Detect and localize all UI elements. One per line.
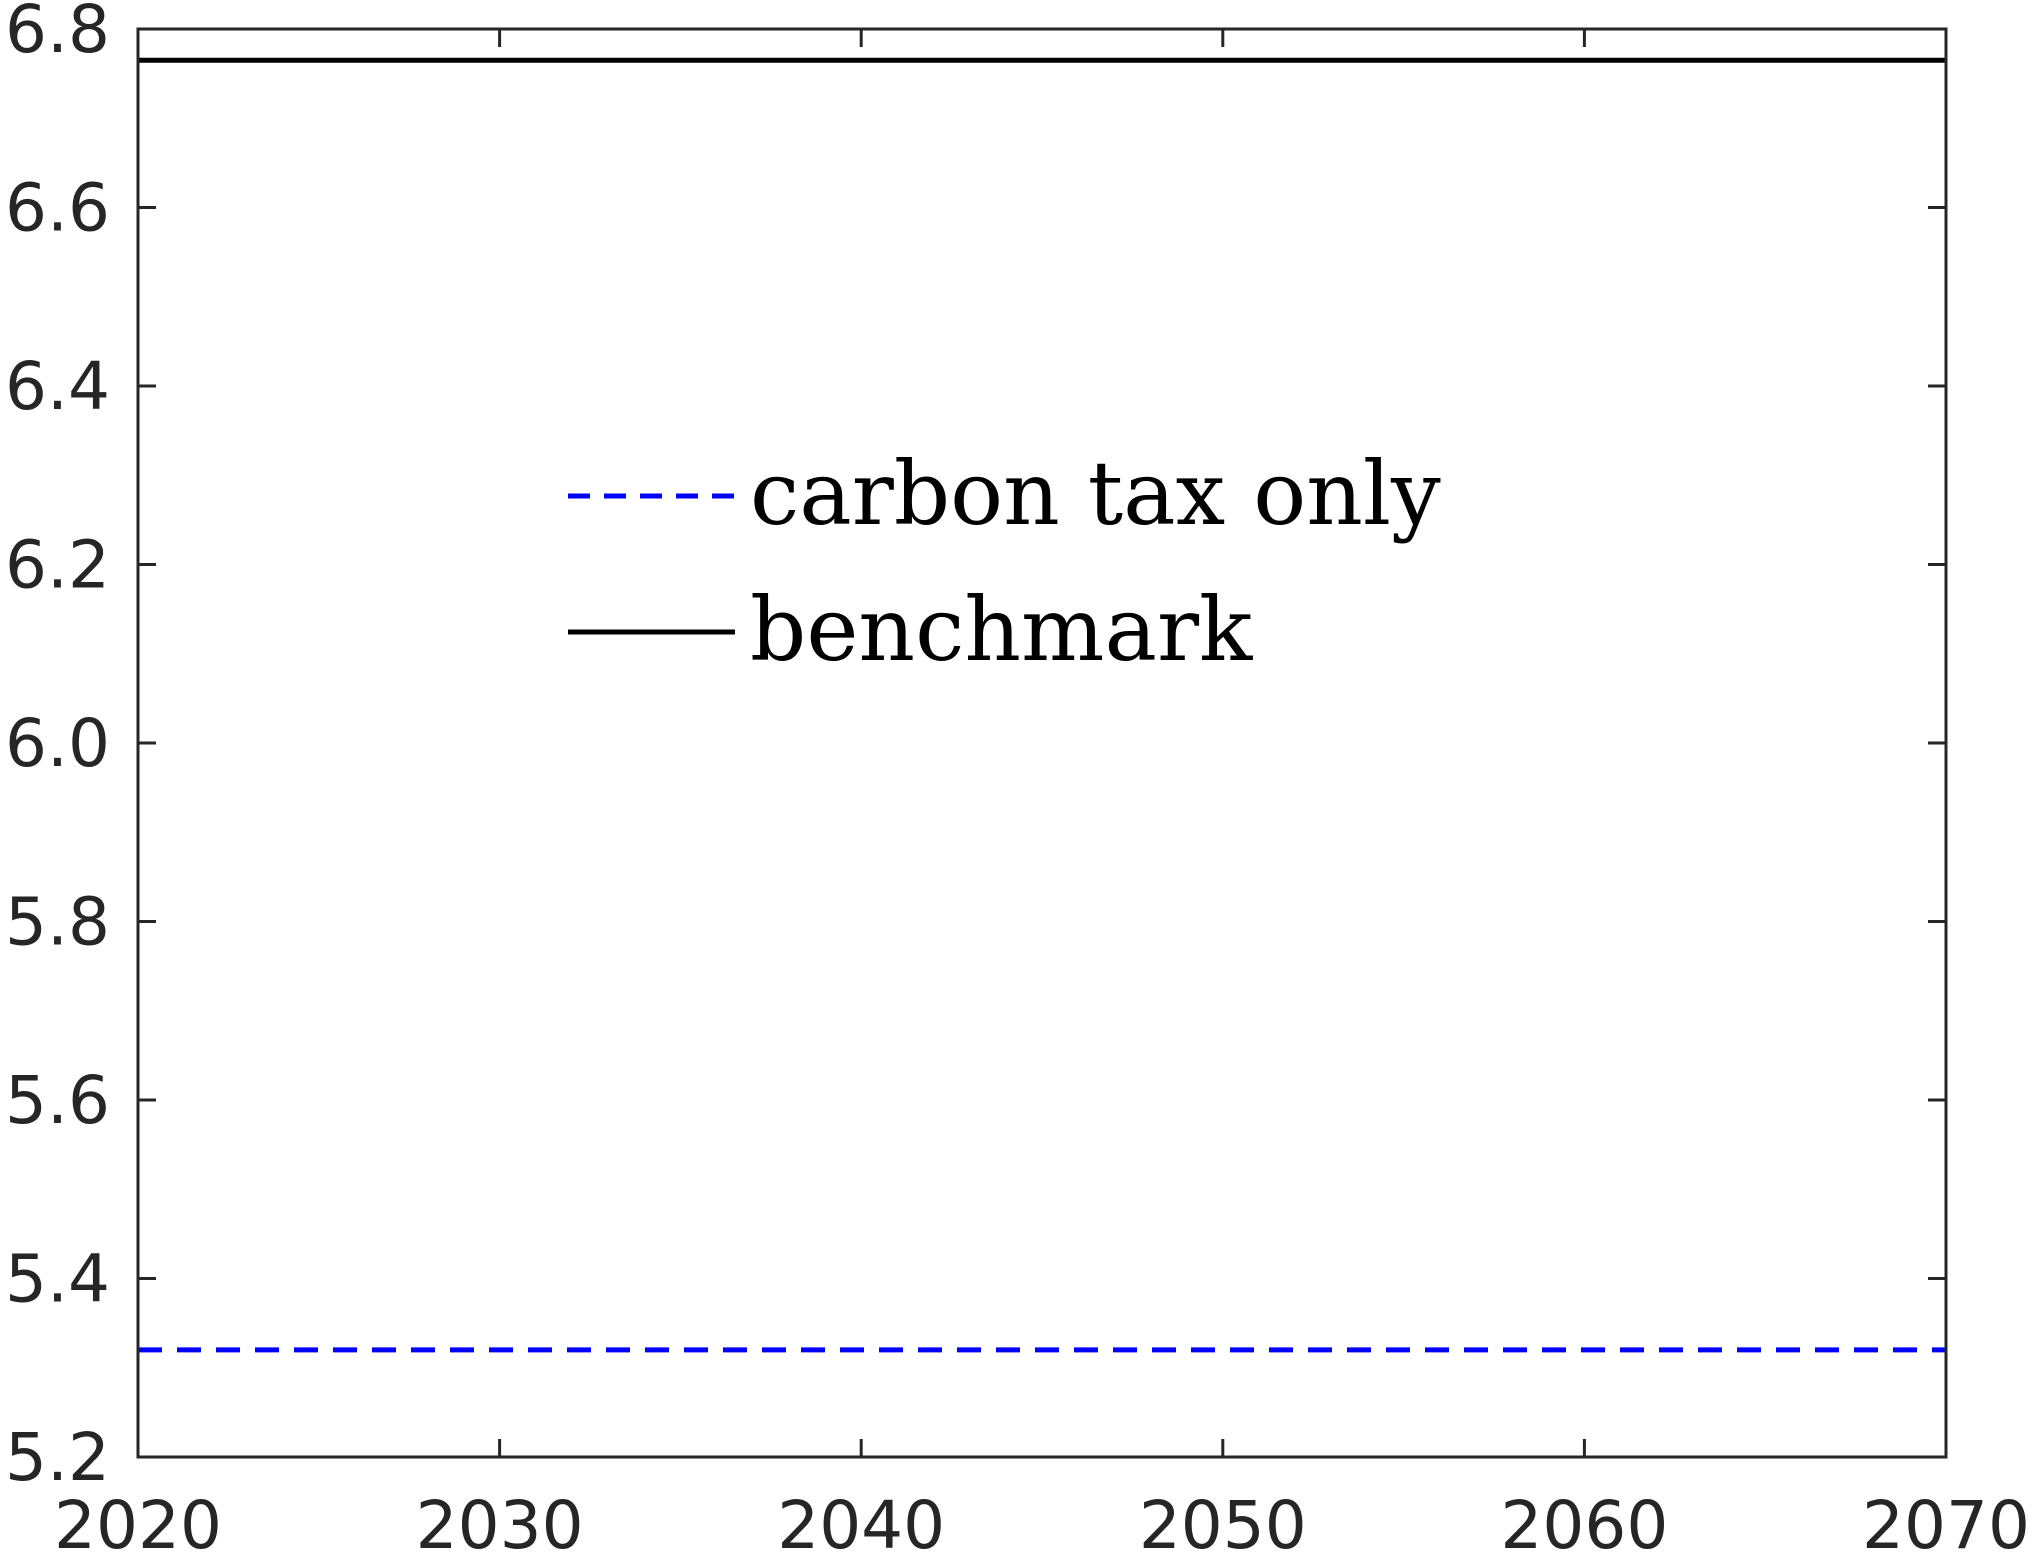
x-tick-label: 2060	[1500, 1487, 1668, 1554]
y-tick-label: 6.4	[5, 348, 110, 425]
x-tick-label: 2030	[416, 1487, 584, 1554]
legend-label-2: benchmark	[750, 578, 1253, 681]
series-layer	[138, 57, 1946, 1353]
y-tick-label: 6.2	[5, 527, 110, 604]
tick-layer: 2020 2030 2040 2050 2060 2070 5.2 5.4 5.6 5.8 6.0 6…	[5, 0, 2030, 1554]
legend: carbon tax only benchmark	[568, 442, 1441, 681]
y-tick-label: 6.6	[5, 170, 110, 247]
y-tick-label: 5.8	[5, 884, 110, 961]
y-tick-label: 5.4	[5, 1241, 110, 1318]
legend-label-1: carbon tax only	[750, 442, 1441, 545]
x-tick-label: 2020	[54, 1487, 222, 1554]
y-tick-label: 5.6	[5, 1062, 110, 1139]
y-tick-label: 6.0	[5, 705, 110, 782]
x-tick-label: 2040	[777, 1487, 945, 1554]
y-tick-label: 6.8	[5, 0, 110, 68]
x-tick-label: 2070	[1862, 1487, 2030, 1554]
x-tick-label: 2050	[1139, 1487, 1307, 1554]
y-tick-label: 5.2	[5, 1419, 110, 1496]
